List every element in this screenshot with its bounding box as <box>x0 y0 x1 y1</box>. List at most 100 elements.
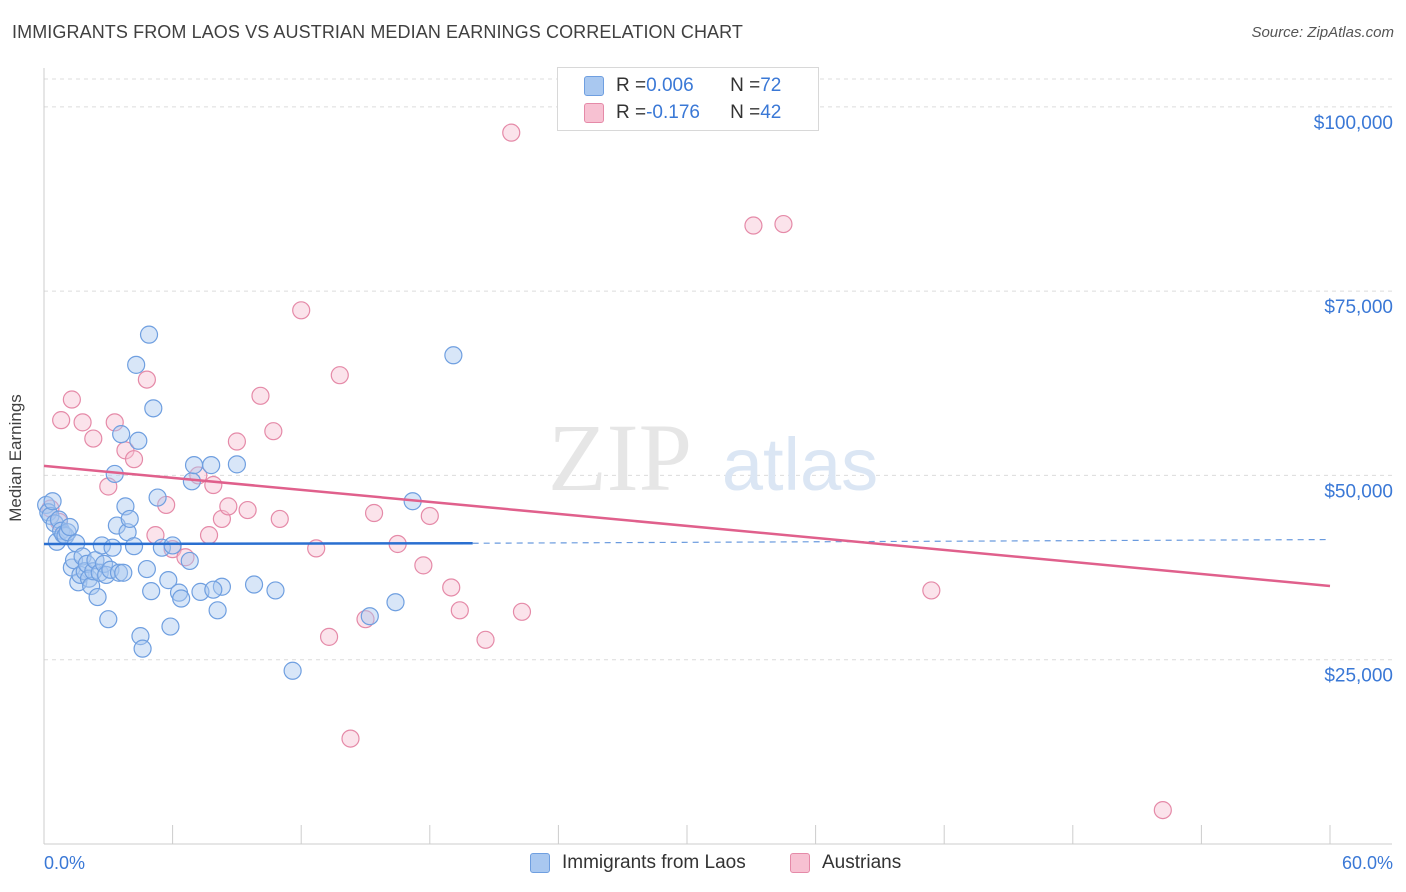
legend-item-austrians[interactable]: Austrians <box>790 852 901 874</box>
x-tick-label-max: 60.0% <box>1342 853 1393 873</box>
chart-title: IMMIGRANTS FROM LAOS VS AUSTRIAN MEDIAN … <box>12 22 744 42</box>
point-austrians <box>52 411 71 430</box>
point-austrians <box>270 509 289 529</box>
point-laos <box>144 399 163 418</box>
point-austrians <box>124 450 144 469</box>
point-austrians <box>227 432 246 451</box>
point-austrians <box>204 475 223 495</box>
point-laos <box>184 456 204 475</box>
y-tick-label: $50,000 <box>1324 481 1393 502</box>
legend-item-laos[interactable]: Immigrants from Laos <box>530 852 746 874</box>
legend-r-value: 0.006 <box>646 75 694 96</box>
series-immigrants-from-laos <box>37 325 463 680</box>
axis-ticks: $25,000 $50,000 $75,000 $100,000 0.0% 60.0% <box>44 113 1393 873</box>
legend-label-laos: Immigrants from Laos <box>562 852 746 873</box>
point-austrians <box>73 413 92 432</box>
point-laos <box>120 509 139 529</box>
stats-legend: R = 0.006 N = 72 R = -0.176 N = 42 <box>557 67 819 131</box>
trend-line-laos-extension <box>472 538 1331 544</box>
point-laos <box>161 617 180 636</box>
point-austrians <box>442 578 461 597</box>
point-laos <box>159 571 178 590</box>
point-laos <box>244 575 264 594</box>
point-laos <box>386 593 405 612</box>
source-credit: Source: ZipAtlas.com <box>1251 24 1394 41</box>
point-laos <box>180 551 199 571</box>
point-laos <box>202 456 221 475</box>
point-austrians <box>744 216 763 235</box>
point-austrians <box>1153 800 1172 820</box>
point-laos <box>148 488 167 507</box>
watermark: ZIP atlas <box>548 404 878 511</box>
point-laos <box>444 346 463 365</box>
series-legend: Immigrants from Laos Austrians <box>0 852 1406 878</box>
point-laos <box>208 601 227 620</box>
point-austrians <box>774 214 793 234</box>
point-laos <box>60 517 79 537</box>
legend-swatch-austrians <box>790 853 810 873</box>
point-austrians <box>330 366 349 385</box>
y-tick-label: $25,000 <box>1324 666 1393 687</box>
axes <box>43 68 1392 845</box>
legend-label-austrians: Austrians <box>822 852 902 873</box>
point-austrians <box>512 602 532 621</box>
point-laos <box>163 536 182 555</box>
legend-r-label: R = <box>616 102 647 123</box>
legend-swatch-laos <box>530 853 550 873</box>
point-laos <box>43 492 62 511</box>
point-laos <box>172 589 191 608</box>
legend-n-label: N = <box>730 102 761 123</box>
point-laos <box>109 563 129 582</box>
point-austrians <box>84 429 103 448</box>
point-laos <box>124 537 144 556</box>
point-austrians <box>292 301 311 320</box>
legend-r-value: -0.176 <box>646 102 700 123</box>
point-laos <box>88 587 107 607</box>
point-laos <box>139 325 159 344</box>
point-austrians <box>199 526 219 545</box>
y-tick-label: $100,000 <box>1314 113 1393 134</box>
point-austrians <box>62 390 81 409</box>
point-laos <box>92 536 111 555</box>
point-laos <box>360 607 379 626</box>
point-laos <box>133 639 152 658</box>
point-austrians <box>414 556 433 575</box>
point-laos <box>49 510 69 529</box>
point-austrians <box>319 627 339 646</box>
point-austrians <box>264 422 283 441</box>
legend-r-label: R = <box>616 75 647 96</box>
point-laos <box>112 425 131 444</box>
point-laos <box>129 431 148 450</box>
point-austrians <box>219 497 238 516</box>
point-laos <box>283 661 302 680</box>
point-austrians <box>238 500 257 520</box>
point-austrians <box>364 503 384 523</box>
point-laos <box>204 580 223 599</box>
point-austrians <box>450 601 469 620</box>
point-austrians <box>251 386 270 405</box>
legend-row-austrians: R = -0.176 N = 42 <box>584 100 781 126</box>
legend-swatch-laos <box>584 76 604 96</box>
point-laos <box>114 563 133 582</box>
legend-n-value: 72 <box>760 75 782 96</box>
point-laos <box>127 355 146 374</box>
point-laos <box>266 581 285 600</box>
point-austrians <box>420 506 439 526</box>
point-austrians <box>502 123 521 142</box>
trend-lines <box>43 464 1331 588</box>
x-tick-label-min: 0.0% <box>44 853 85 873</box>
legend-n-label: N = <box>730 75 761 96</box>
point-austrians <box>922 581 941 600</box>
legend-n-value: 42 <box>760 102 782 123</box>
point-austrians <box>105 413 124 432</box>
point-austrians <box>341 729 360 748</box>
legend-swatch-austrians <box>584 103 604 123</box>
trend-line-austrians <box>43 464 1331 588</box>
point-laos <box>137 559 156 579</box>
legend-row-laos: R = 0.006 N = 72 <box>584 73 781 99</box>
point-laos <box>227 455 246 474</box>
point-laos <box>99 610 118 629</box>
watermark-atlas: atlas <box>722 423 878 506</box>
y-tick-label: $75,000 <box>1324 297 1393 318</box>
